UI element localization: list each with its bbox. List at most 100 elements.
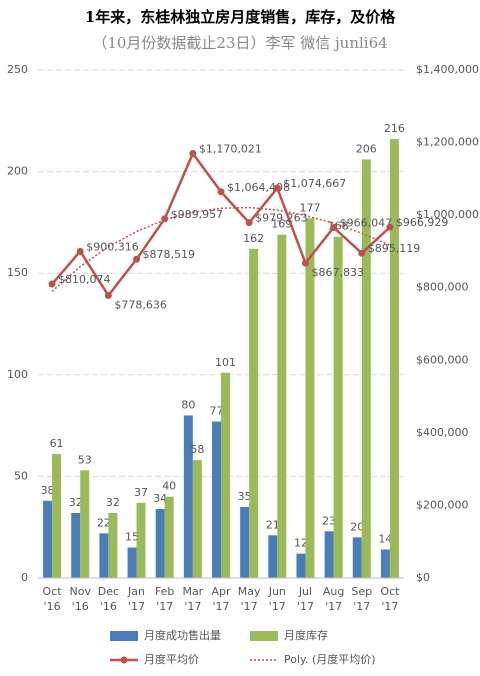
bar: [80, 470, 90, 578]
price-marker: [48, 280, 56, 288]
x-tick-label: May '17: [238, 585, 261, 613]
price-marker: [330, 223, 338, 231]
y2-tick-label: $600,000: [416, 353, 469, 366]
bar-label: 77: [210, 405, 224, 418]
x-tick-label: Jun '17: [268, 585, 286, 613]
bar-label: 35: [238, 490, 252, 503]
x-tick-label: Oct '16: [43, 585, 63, 613]
bar: [71, 512, 81, 578]
bar: [99, 533, 109, 578]
y-tick-label: 200: [7, 165, 28, 178]
x-tick-label: Apr '17: [211, 585, 231, 613]
bar-label: 12: [294, 537, 308, 550]
bar-label: 53: [78, 453, 92, 466]
bar-label: 177: [299, 201, 320, 214]
bar: [277, 234, 287, 579]
price-marker: [104, 291, 112, 299]
bar: [183, 415, 193, 578]
bar-label: 32: [69, 496, 83, 509]
bar-label: 216: [384, 122, 405, 135]
x-tick-label: Feb '17: [155, 585, 174, 613]
bar: [296, 553, 306, 578]
legend-swatch: [250, 631, 278, 641]
bar: [136, 502, 146, 578]
x-tick-label: Jan '17: [127, 585, 145, 613]
price-marker: [133, 255, 141, 263]
y2-tick-label: $1,400,000: [416, 63, 479, 76]
price-label: $1,074,667: [283, 177, 346, 190]
price-marker: [217, 188, 225, 196]
bar: [389, 139, 399, 578]
bar: [305, 218, 315, 578]
price-marker: [386, 223, 394, 231]
price-label: $1,064,408: [227, 181, 290, 194]
y-tick-label: 50: [14, 469, 28, 482]
price-marker: [358, 249, 366, 257]
bar-label: 80: [181, 398, 195, 411]
y2-tick-label: $1,000,000: [416, 208, 479, 221]
bar-label: 20: [350, 520, 364, 533]
bar-label: 21: [266, 518, 280, 531]
bar-label: 32: [106, 496, 120, 509]
legend-label: 月度库存: [284, 628, 328, 642]
bar: [240, 506, 250, 578]
x-tick-label: Mar '17: [182, 585, 203, 613]
bar-label: 40: [162, 480, 176, 493]
price-marker: [301, 259, 309, 267]
bar: [164, 496, 174, 578]
y-tick-label: 250: [7, 63, 28, 76]
bar-label: 162: [243, 232, 264, 245]
bar-label: 38: [41, 484, 55, 497]
y-tick-label: 150: [7, 266, 28, 279]
bar-label: 206: [356, 142, 377, 155]
price-label: $778,636: [114, 298, 167, 311]
price-label: $867,833: [311, 266, 364, 279]
price-marker: [161, 215, 169, 223]
bar-label: 169: [271, 218, 292, 231]
bar-label: 101: [215, 356, 236, 369]
chart-title: 1年来，东桂林独立房月度销售，库存，及价格: [85, 8, 396, 26]
legend-label: Poly. (月度平均价): [284, 652, 376, 666]
bar: [380, 549, 390, 578]
bar: [155, 508, 165, 578]
x-tick-label: Sep '17: [351, 585, 372, 613]
price-label: $810,074: [58, 273, 110, 286]
bar: [52, 454, 62, 578]
price-label: $900,316: [86, 240, 139, 253]
price-label: $895,119: [368, 242, 421, 255]
legend-swatch: [110, 631, 138, 641]
y-tick-label: 0: [21, 571, 28, 584]
x-tick-label: Nov '16: [69, 585, 91, 613]
y2-tick-label: $400,000: [416, 426, 469, 439]
bar-label: 58: [190, 443, 204, 456]
price-label: $966,929: [396, 216, 449, 229]
price-marker: [273, 184, 281, 192]
bar-label: 37: [134, 486, 148, 499]
bar: [249, 248, 259, 579]
price-label: $1,170,021: [199, 142, 262, 155]
bar: [108, 512, 118, 578]
bar: [212, 421, 221, 578]
bar: [221, 372, 230, 578]
x-tick-label: Oct '17: [380, 585, 400, 613]
x-tick-label: Dec '16: [98, 585, 119, 613]
bar-label: 23: [322, 514, 336, 527]
price-label: $966,047: [340, 216, 393, 229]
y2-tick-label: $200,000: [416, 498, 469, 511]
price-marker: [245, 219, 253, 227]
price-marker: [76, 247, 84, 255]
bar: [333, 236, 343, 578]
bar: [192, 460, 202, 578]
legend-label: 月度成功售出量: [144, 628, 221, 642]
price-label: $979,263: [255, 212, 308, 225]
price-label: $878,519: [143, 248, 196, 261]
bar-label: 22: [97, 516, 111, 529]
trend-line: [51, 206, 391, 292]
y2-tick-label: $0: [416, 571, 430, 584]
x-tick-label: Aug '17: [323, 585, 344, 613]
y2-tick-label: $800,000: [416, 281, 469, 294]
bar-label: 14: [378, 533, 392, 546]
bar: [127, 547, 137, 578]
bar: [352, 537, 362, 578]
bar: [361, 159, 371, 578]
